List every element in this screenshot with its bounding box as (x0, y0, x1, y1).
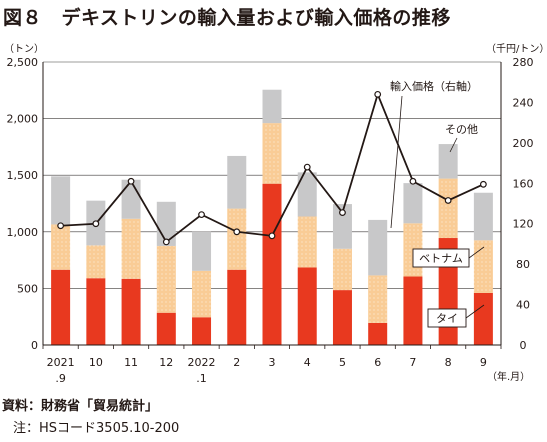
bar-thai-9 (368, 322, 388, 345)
bar-vietnam-3 (156, 245, 176, 313)
x-tick-10-0: 7 (409, 356, 416, 369)
bar-vietnam-1 (86, 245, 106, 279)
x-tick-5-0: 2 (233, 356, 240, 369)
x-tick-1-0: 10 (89, 356, 103, 369)
x-tick-11-0: 8 (445, 356, 452, 369)
bar-vietnam-4 (192, 270, 212, 318)
right-tick-5: 200 (513, 137, 534, 150)
left-tick-4: 2,000 (7, 113, 39, 126)
axes (42, 62, 502, 349)
price-marker-2 (127, 177, 135, 185)
right-tick-2: 80 (516, 258, 530, 271)
price-marker-7 (303, 163, 311, 171)
bar-thai-0 (51, 269, 71, 345)
left-tick-0: 0 (31, 339, 38, 352)
price-marker-3 (162, 238, 170, 246)
label-vietnam: ベトナム (419, 252, 463, 265)
bar-vietnam-0 (51, 224, 71, 270)
bar-vietnam-11 (438, 178, 458, 239)
price-marker-0 (57, 222, 65, 230)
price-marker-11 (444, 197, 452, 204)
bar-thai-7 (297, 267, 317, 345)
bar-series (51, 89, 493, 345)
leader-price (390, 95, 403, 229)
x-tick-0-0: 2021 (47, 356, 75, 369)
bar-thai-8 (332, 290, 352, 345)
bar-vietnam-6 (262, 123, 282, 184)
bar-other-6 (262, 89, 282, 124)
source-note: 資料：財務省「貿易統計」 (2, 399, 159, 414)
bar-vietnam-2 (121, 218, 141, 279)
footer: 資料：財務省「貿易統計」 注：HSコード3505.10-200 (2, 396, 179, 440)
tick-labels: 05001,0001,5002,0002,5000408012016020024… (7, 56, 534, 385)
leader-vietnam (468, 246, 485, 259)
price-marker-5 (233, 228, 241, 236)
left-tick-3: 1,500 (7, 169, 39, 182)
chart-canvas: （トン） （千円/トン） 0 500 1,000 1,500 2,000 2,500 0 40… (4, 43, 547, 385)
price-marker-6 (268, 232, 276, 240)
right-tick-0: 0 (520, 339, 527, 352)
left-tick-2: 1,000 (7, 226, 39, 239)
bar-other-12 (473, 192, 493, 241)
bar-thai-4 (192, 317, 212, 345)
price-marker-1 (92, 220, 100, 228)
chart-title: 図８ デキストリンの輸入量および輸入価格の推移 (3, 7, 451, 29)
right-tick-4: 160 (513, 177, 534, 190)
bar-other-9 (368, 219, 388, 276)
label-thai: タイ (436, 312, 458, 325)
x-axis-unit: （年.月） (487, 370, 530, 383)
x-tick-4-0: 2022 (188, 356, 216, 369)
right-tick-6: 240 (513, 96, 534, 109)
bar-vietnam-9 (368, 275, 388, 323)
price-marker-10 (409, 177, 417, 185)
bar-other-4 (192, 231, 212, 271)
right-tick-3: 120 (513, 218, 534, 231)
leader-other (449, 137, 458, 153)
price-marker-12 (479, 180, 487, 188)
x-tick-12-0: 9 (480, 356, 487, 369)
label-price: 輸入価格（右軸） (390, 79, 478, 93)
bar-other-8 (332, 204, 352, 249)
hs-code-note: 注：HSコード3505.10-200 (13, 421, 180, 436)
x-tick-9-0: 6 (374, 356, 381, 369)
bar-vietnam-8 (332, 248, 352, 291)
bar-vietnam-12 (473, 240, 493, 293)
leader-thai (465, 304, 485, 319)
price-marker-9 (374, 90, 382, 98)
x-tick-2-0: 11 (124, 356, 138, 369)
bar-other-2 (121, 179, 141, 219)
bar-other-0 (51, 176, 71, 225)
x-tick-4-1: .1 (196, 372, 207, 385)
bar-other-10 (403, 183, 423, 224)
bar-thai-2 (121, 278, 141, 345)
bar-other-5 (227, 155, 247, 209)
x-tick-6-0: 3 (269, 356, 276, 369)
price-marker-8 (339, 209, 346, 216)
left-tick-5: 2,500 (7, 56, 39, 69)
right-tick-1: 40 (516, 299, 530, 312)
x-tick-3-0: 12 (159, 356, 173, 369)
bar-vietnam-7 (297, 216, 317, 268)
price-line (57, 90, 487, 246)
bar-thai-3 (156, 312, 176, 345)
left-tick-1: 500 (17, 282, 38, 295)
x-tick-7-0: 4 (304, 356, 311, 369)
bar-vietnam-5 (227, 208, 247, 270)
label-other: その他 (445, 123, 478, 136)
bar-thai-1 (86, 278, 106, 345)
bar-other-11 (438, 144, 458, 179)
bar-thai-12 (473, 292, 493, 345)
right-axis-unit: （千円/トン） (486, 43, 547, 55)
x-tick-8-0: 5 (339, 356, 346, 369)
bar-thai-5 (227, 269, 247, 345)
left-axis-unit: （トン） (4, 43, 44, 55)
right-tick-7: 280 (513, 56, 534, 69)
bar-thai-6 (262, 183, 282, 345)
x-tick-0-1: .9 (55, 372, 66, 385)
bar-thai-10 (403, 276, 423, 345)
price-marker-4 (198, 211, 205, 219)
bar-other-7 (297, 172, 317, 217)
